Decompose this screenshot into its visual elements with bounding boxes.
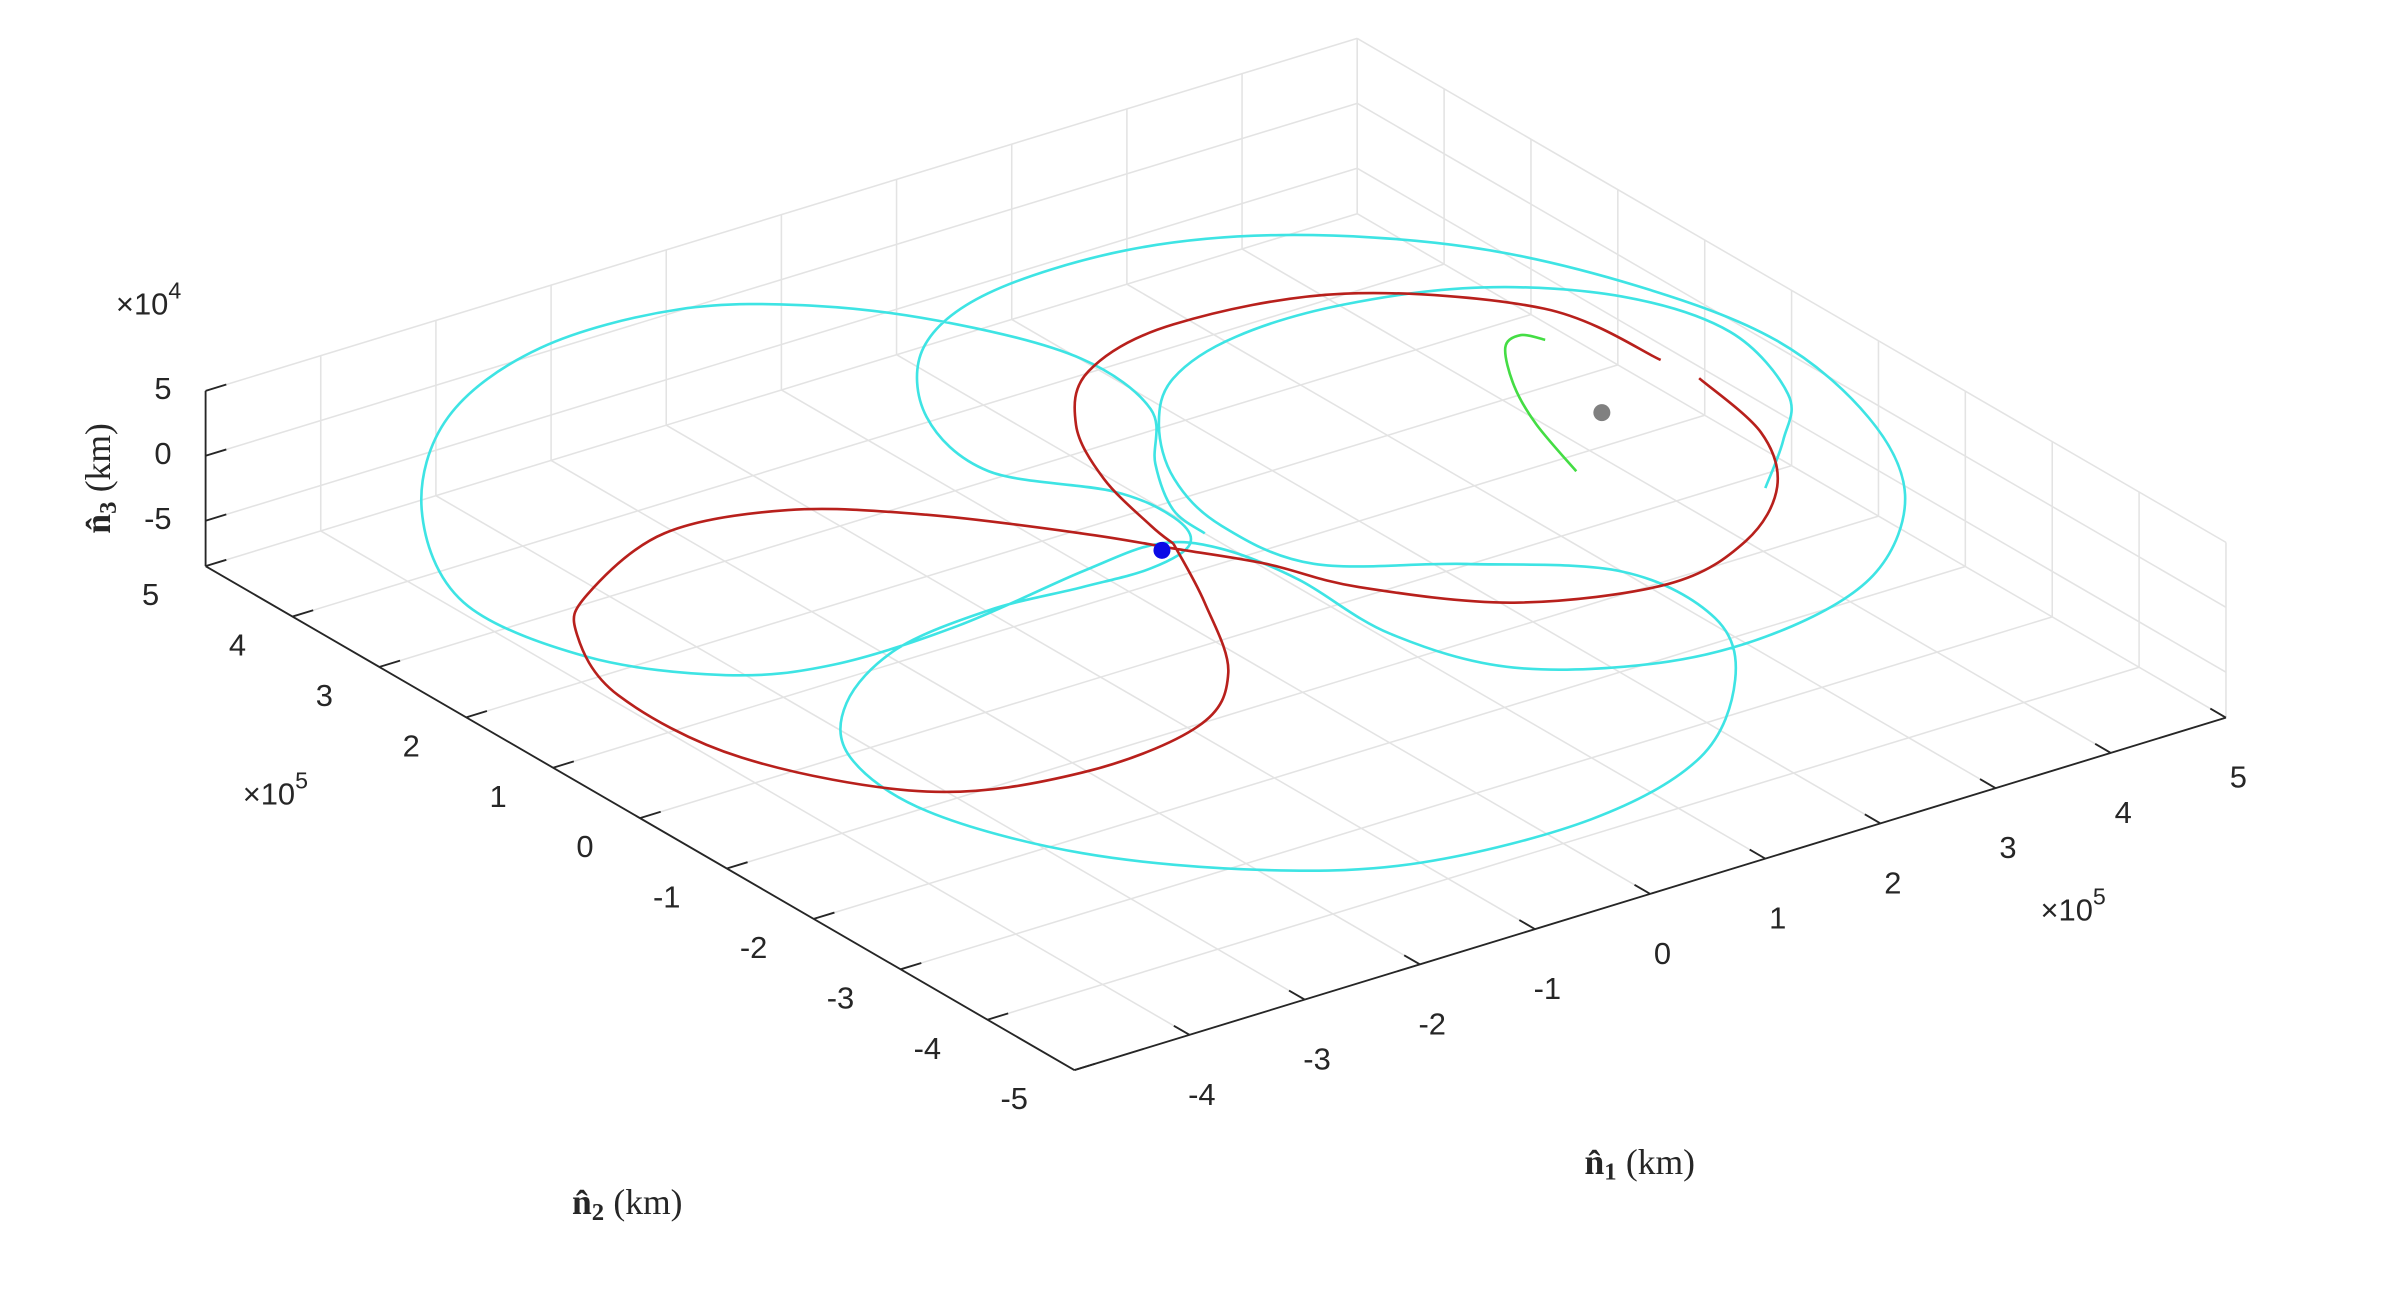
x-tick-label: -1 [1534, 971, 1561, 1006]
x-tick-label: 2 [1884, 865, 1901, 900]
z-axis-label: n̂3 (km) [78, 423, 121, 534]
x-tick-label: 1 [1769, 901, 1786, 936]
y-tick [813, 911, 835, 920]
y-tick-label: -2 [740, 930, 767, 965]
axes: -4 -3 -2 -1 0 1 2 3 4 5 -5 -4 -3 -2 -1 0 1 2 3 4 5 -5 0 5 [142, 371, 2247, 1116]
x-tick [1403, 954, 1421, 966]
y-tick [379, 659, 401, 668]
y-tick [1074, 1062, 1096, 1071]
y-tick [552, 760, 575, 769]
x-multiplier: ×105 [2040, 884, 2105, 928]
grid-line [292, 263, 1445, 618]
y-label-unit: (km) [613, 1182, 682, 1222]
grid-line [813, 565, 1966, 920]
grid-line [1356, 167, 2227, 673]
grid-line [552, 414, 1705, 769]
grid [205, 37, 2227, 1071]
y-tick-label: 0 [576, 829, 593, 864]
trajectory [572, 291, 1780, 794]
y-multiplier-exponent: 5 [295, 768, 308, 794]
x-tick [1634, 884, 1651, 895]
z-label-symbol: n̂ [78, 514, 118, 534]
z-multiplier-exponent: 4 [168, 278, 181, 304]
x-tick [1864, 813, 1881, 825]
z-tick-label: 5 [154, 371, 171, 406]
z-tick [205, 448, 227, 457]
y-tick [987, 1012, 1009, 1021]
y-tick-label: -4 [914, 1031, 941, 1066]
z-multiplier-base: ×10 [116, 287, 168, 322]
x-multiplier-exponent: 5 [2093, 884, 2106, 910]
x-tick-label: -3 [1303, 1042, 1330, 1077]
y-tick-label: -3 [827, 980, 854, 1015]
y-tick [726, 861, 748, 870]
y-tick-label: -5 [1000, 1081, 1027, 1116]
z-tick-label: 0 [154, 436, 171, 471]
x-tick-label: -2 [1418, 1006, 1445, 1041]
y-tick [205, 558, 227, 568]
x-tick [1749, 848, 1766, 860]
y-tick-label: 1 [490, 779, 507, 814]
x-label-symbol: n̂ [1584, 1142, 1604, 1182]
z-label-subscript: 3 [94, 502, 121, 514]
x-tick [2209, 707, 2227, 719]
x-tick-label: 5 [2230, 760, 2247, 795]
x-tick [1288, 989, 1306, 1001]
y-tick [465, 710, 488, 719]
trajectory [419, 233, 1907, 873]
y-tick-label: 3 [316, 678, 333, 713]
y-tick-label: -1 [653, 880, 680, 915]
x-tick-label: -4 [1188, 1077, 1215, 1112]
x-tick [1518, 919, 1536, 930]
z-tick [205, 513, 227, 522]
z-multiplier: ×104 [116, 278, 181, 322]
z-tick [205, 383, 227, 392]
x-multiplier-base: ×10 [2040, 893, 2092, 928]
x-tick-label: 0 [1654, 936, 1671, 971]
grid-line [205, 167, 1358, 522]
x-tick [1173, 1024, 1190, 1036]
trajectory [1503, 333, 1578, 473]
x-label-unit: (km) [1626, 1142, 1695, 1182]
grid-line [205, 37, 1358, 392]
body-marker [1153, 541, 1171, 559]
x-tick-label: 4 [2115, 795, 2132, 830]
y-tick [292, 609, 314, 618]
x-tick [2094, 743, 2112, 754]
grid-line [205, 212, 1358, 567]
x-tick-label: 3 [1999, 830, 2016, 865]
z-tick-label: -5 [144, 501, 171, 536]
grid-line [205, 102, 1358, 457]
grid-line [987, 666, 2140, 1021]
y-tick [900, 962, 922, 971]
y-axis-label: n̂2 (km) [572, 1182, 683, 1225]
y-tick [639, 810, 661, 820]
body-marker [1593, 404, 1611, 422]
x-tick [1979, 778, 1997, 789]
grid-line [639, 464, 1792, 819]
y-multiplier: ×105 [243, 768, 308, 812]
y-tick-label: 2 [403, 728, 420, 763]
y-label-symbol: n̂ [572, 1182, 592, 1222]
y-tick-label: 4 [229, 628, 246, 663]
x-label-subscript: 1 [1604, 1158, 1616, 1185]
grid-line [379, 313, 1532, 668]
grid-line [726, 515, 1879, 870]
y-label-subscript: 2 [592, 1199, 604, 1226]
grid-line [1356, 37, 2227, 544]
grid-line [1356, 102, 2227, 608]
z-label-unit: (km) [78, 423, 118, 492]
grid-line [900, 616, 2053, 971]
plot-area [419, 233, 1907, 873]
y-tick-label: 5 [142, 577, 159, 612]
grid-line [465, 364, 1619, 719]
y-multiplier-base: ×10 [243, 777, 295, 812]
x-axis-label: n̂1 (km) [1584, 1142, 1695, 1185]
